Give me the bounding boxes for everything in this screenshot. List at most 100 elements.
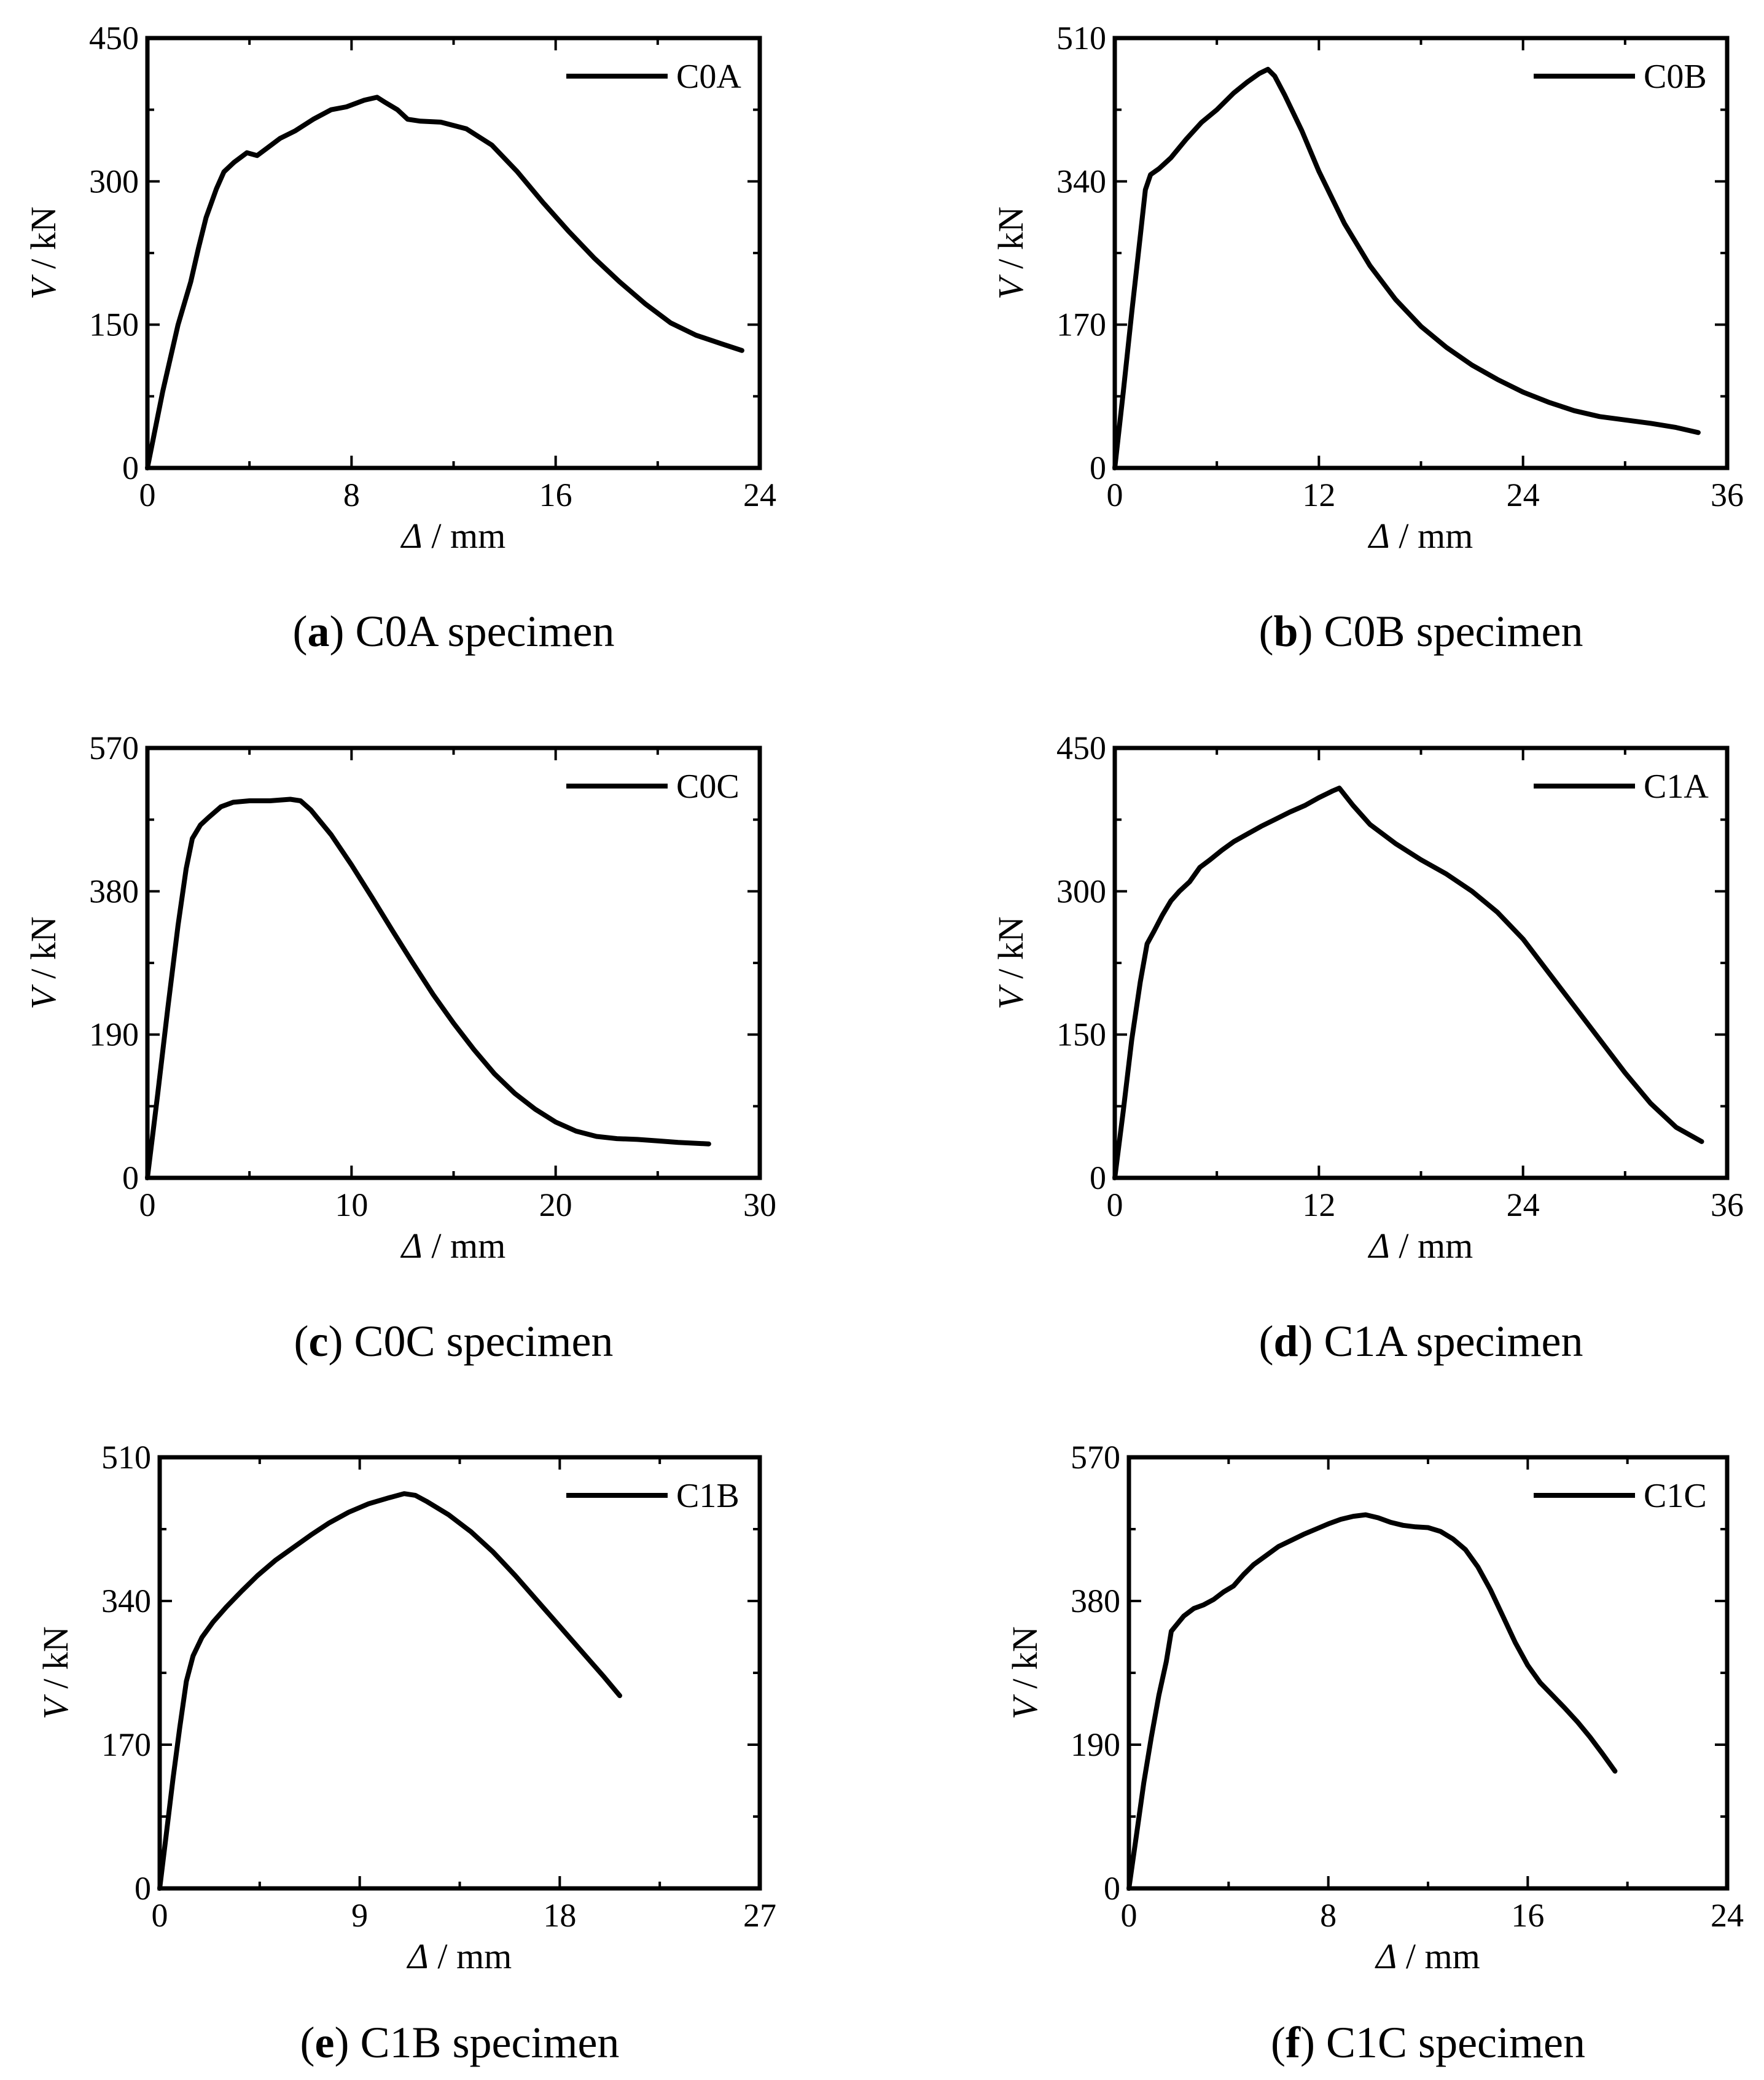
caption-text: C1A specimen: [1324, 1317, 1583, 1366]
legend-label: C0B: [1644, 58, 1707, 96]
caption-letter: b: [1274, 607, 1298, 656]
x-axis-unit: / mm: [423, 516, 505, 556]
y-tick-label: 570: [1071, 1439, 1120, 1476]
x-axis-unit: / mm: [423, 1226, 505, 1266]
caption-text: C0B specimen: [1324, 607, 1583, 656]
y-tick-label: 340: [1056, 163, 1106, 200]
panel-e: 0 9 18 27 0 170 340 510 Δ / mm V / kN C1B (e) C1B s…: [36, 1439, 776, 2067]
y-axis-label: V / kN: [991, 916, 1031, 1009]
x-axis-label: Δ / mm: [400, 516, 505, 556]
y-axis-symbol: V: [23, 274, 63, 300]
x-tick-label: 16: [1511, 1897, 1544, 1934]
panel-caption: (c) C0C specimen: [294, 1317, 614, 1366]
series-line-C1B: [157, 1491, 622, 1891]
plot-frame: [145, 36, 762, 470]
x-tick-label: 10: [335, 1186, 368, 1223]
x-axis-unit: / mm: [1390, 516, 1473, 556]
x-tick-label: 24: [743, 477, 776, 513]
x-tick-label: 24: [1507, 1186, 1540, 1223]
y-axis-symbol: V: [23, 984, 63, 1010]
y-tick-label: 150: [1056, 1016, 1106, 1053]
panel-c: 0 10 20 30 0 190 380 570 Δ / mm V / kN C0C (c) C0C …: [23, 730, 776, 1366]
panel-caption: (e) C1B specimen: [300, 2018, 620, 2067]
x-axis-label: Δ / mm: [1368, 516, 1473, 556]
x-axis-symbol: Δ: [1375, 1936, 1397, 1976]
x-tick-label: 16: [539, 477, 572, 513]
series-line-C1C: [1126, 1512, 1618, 1891]
x-tick-label: 18: [543, 1897, 576, 1934]
y-tick-label: 340: [101, 1583, 151, 1619]
x-tick-label: 36: [1711, 1186, 1744, 1223]
x-tick-label: 30: [743, 1186, 776, 1223]
x-tick-label: 36: [1711, 477, 1744, 513]
y-axis-label: V / kN: [1005, 1626, 1045, 1719]
caption-text: C0C specimen: [354, 1317, 613, 1366]
series-line-C1A: [1112, 785, 1704, 1180]
x-axis-symbol: Δ: [407, 1936, 429, 1976]
y-axis-unit: / kN: [1005, 1626, 1045, 1697]
legend-label: C0C: [676, 768, 740, 806]
x-axis-unit: / mm: [429, 1936, 512, 1976]
y-tick-label: 0: [1104, 1870, 1120, 1907]
caption-letter: d: [1274, 1317, 1298, 1366]
x-tick-label: 12: [1302, 477, 1335, 513]
plot-frame: [145, 746, 762, 1180]
series-line-C0A: [145, 95, 744, 470]
x-tick-label: 20: [539, 1186, 572, 1223]
x-axis-unit: / mm: [1390, 1226, 1473, 1266]
y-axis-label: V / kN: [991, 206, 1031, 299]
panel-d: 0 12 24 36 0 150 300 450 Δ / mm V / kN C1A (d) C1A …: [991, 730, 1744, 1366]
legend-label: C1A: [1644, 768, 1709, 806]
y-tick-label: 190: [89, 1016, 139, 1053]
y-tick-label: 300: [1056, 873, 1106, 910]
y-axis-label: V / kN: [23, 206, 63, 299]
x-axis-label: Δ / mm: [1375, 1936, 1480, 1976]
y-tick-label: 0: [122, 1159, 139, 1196]
panel-caption: (a) C0A specimen: [293, 607, 615, 656]
y-tick-label: 380: [1071, 1583, 1120, 1619]
y-tick-label: 170: [101, 1726, 151, 1763]
x-axis-label: Δ / mm: [407, 1936, 512, 1976]
x-tick-label: 12: [1302, 1186, 1335, 1223]
y-axis-unit: / kN: [991, 206, 1031, 278]
legend-label: C0A: [676, 58, 741, 96]
caption-text: C0A specimen: [356, 607, 615, 656]
panel-caption: (d) C1A specimen: [1259, 1317, 1583, 1366]
x-tick-label: 0: [139, 1186, 156, 1223]
x-axis-unit: / mm: [1397, 1936, 1480, 1976]
x-axis-symbol: Δ: [1368, 1226, 1390, 1266]
y-axis-symbol: V: [991, 274, 1031, 300]
series-line-C0B: [1112, 66, 1701, 470]
plot-frame: [1112, 36, 1730, 470]
series-line-C0C: [145, 797, 711, 1180]
y-tick-label: 510: [1056, 20, 1106, 56]
y-tick-label: 150: [89, 306, 139, 343]
plot-frame: [1126, 1455, 1730, 1891]
x-tick-label: 0: [1121, 1897, 1138, 1934]
y-axis-unit: / kN: [36, 1626, 76, 1697]
y-axis-unit: / kN: [23, 206, 63, 278]
legend-label: C1B: [676, 1477, 740, 1515]
y-axis-symbol: V: [36, 1694, 76, 1720]
y-axis-unit: / kN: [23, 916, 63, 987]
y-axis-label: V / kN: [36, 1626, 76, 1719]
y-tick-label: 450: [1056, 730, 1106, 766]
caption-letter: e: [315, 2018, 335, 2067]
panel-caption: (b) C0B specimen: [1259, 607, 1583, 656]
x-tick-label: 9: [351, 1897, 368, 1934]
y-tick-label: 510: [101, 1439, 151, 1476]
caption-letter: f: [1286, 2018, 1301, 2067]
y-axis-symbol: V: [991, 984, 1031, 1010]
y-tick-label: 170: [1056, 306, 1106, 343]
y-axis-unit: / kN: [991, 916, 1031, 987]
caption-text: C1B specimen: [360, 2018, 619, 2067]
x-tick-label: 0: [152, 1897, 168, 1934]
x-axis-symbol: Δ: [400, 1226, 423, 1266]
x-tick-label: 27: [743, 1897, 776, 1934]
x-axis-symbol: Δ: [400, 516, 423, 556]
panel-caption: (f) C1C specimen: [1271, 2018, 1585, 2067]
x-tick-label: 0: [1107, 477, 1123, 513]
y-tick-label: 190: [1071, 1726, 1120, 1763]
x-tick-label: 24: [1507, 477, 1540, 513]
